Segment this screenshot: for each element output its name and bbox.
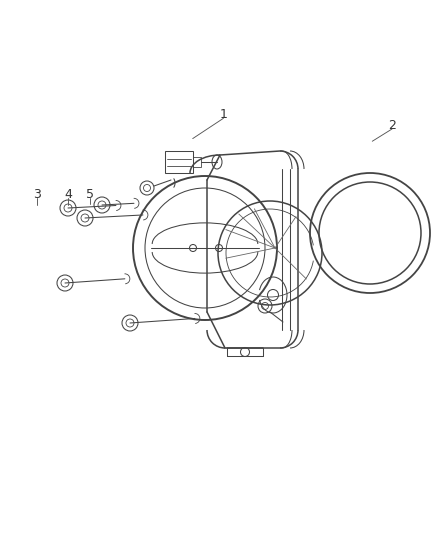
Text: 2: 2: [388, 119, 396, 132]
Text: 5: 5: [86, 188, 94, 201]
Text: 4: 4: [64, 188, 72, 201]
Bar: [165, 151, 193, 173]
Bar: [193, 157, 201, 167]
Text: 1: 1: [219, 108, 227, 121]
Text: 3: 3: [33, 188, 41, 201]
